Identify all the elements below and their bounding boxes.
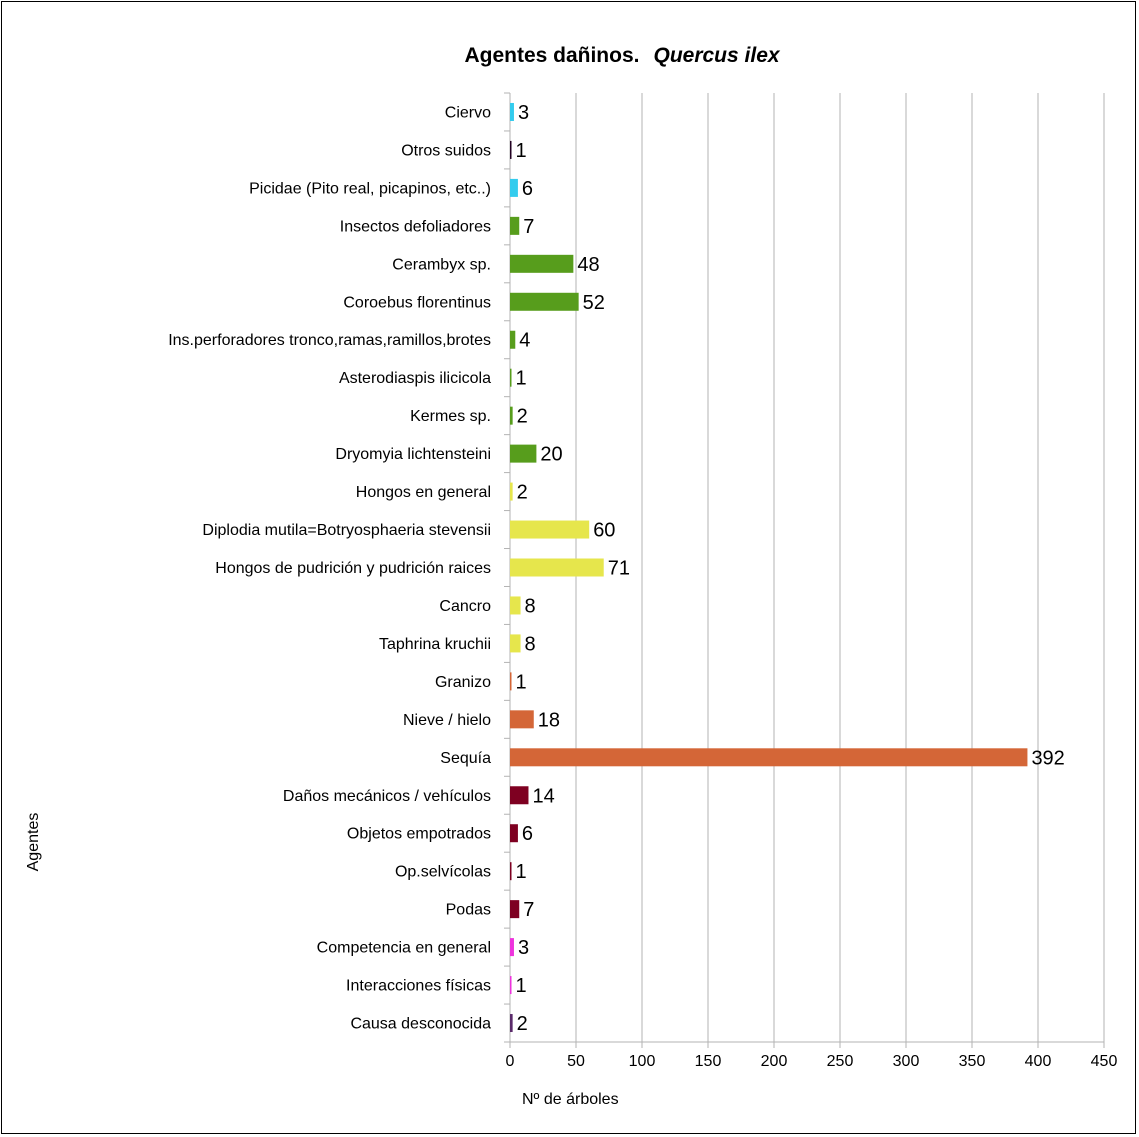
category-label: Cancro xyxy=(439,598,491,615)
chart-title-species: Quercus ilex xyxy=(653,44,780,67)
category-label: Granizo xyxy=(435,674,491,691)
data-label: 2 xyxy=(517,406,528,428)
bar xyxy=(510,406,513,425)
category-label: Objetos empotrados xyxy=(347,826,491,843)
category-label: Coroebus florentinus xyxy=(343,294,491,311)
category-label: Nieve / hielo xyxy=(403,712,491,729)
bar xyxy=(510,596,521,615)
x-tick-label: 100 xyxy=(629,1053,656,1070)
data-label: 14 xyxy=(532,785,554,807)
category-label: Op.selvícolas xyxy=(395,864,491,881)
bar xyxy=(510,710,534,729)
category-label: Diplodia mutila=Botryosphaeria stevensii xyxy=(202,522,491,539)
category-label: Cerambyx sp. xyxy=(392,256,491,273)
bar xyxy=(510,216,520,235)
data-label: 71 xyxy=(608,558,630,580)
data-label: 2 xyxy=(517,1013,528,1035)
bar xyxy=(510,748,1028,767)
data-label: 392 xyxy=(1031,747,1064,769)
data-label: 1 xyxy=(516,368,527,390)
bar xyxy=(510,330,516,349)
bar xyxy=(510,938,514,957)
data-label: 48 xyxy=(577,254,599,276)
x-tick-label: 450 xyxy=(1091,1053,1118,1070)
bar xyxy=(510,1014,513,1033)
bar xyxy=(510,444,537,463)
chart-title-main: Agentes dañinos. xyxy=(464,44,640,67)
category-label: Sequía xyxy=(440,750,491,767)
bar xyxy=(510,976,512,995)
category-label: Insectos defoliadores xyxy=(340,218,491,235)
data-label: 3 xyxy=(518,937,529,959)
bar xyxy=(510,178,518,197)
category-label: Daños mecánicos / vehículos xyxy=(283,788,491,805)
category-label: Dryomyia lichtensteini xyxy=(335,446,491,463)
x-tick-label: 50 xyxy=(567,1053,585,1070)
data-label: 8 xyxy=(525,595,536,617)
category-label: Causa desconocida xyxy=(350,1016,491,1033)
x-axis-label: Nº de árboles xyxy=(522,1091,619,1108)
bar xyxy=(510,140,512,159)
bar xyxy=(510,824,518,843)
data-label: 7 xyxy=(523,216,534,238)
bar xyxy=(510,672,512,691)
data-label: 60 xyxy=(593,520,615,542)
data-label: 1 xyxy=(516,671,527,693)
data-label: 6 xyxy=(522,823,533,845)
bar xyxy=(510,254,574,273)
bar xyxy=(510,558,604,577)
category-label: Kermes sp. xyxy=(410,408,491,425)
category-label: Otros suidos xyxy=(401,142,491,159)
bar xyxy=(510,292,579,311)
bar xyxy=(510,862,512,881)
data-label: 1 xyxy=(516,975,527,997)
bar xyxy=(510,520,590,539)
data-label: 52 xyxy=(583,292,605,314)
category-label: Ciervo xyxy=(445,104,491,121)
x-tick-label: 350 xyxy=(959,1053,986,1070)
data-label: 4 xyxy=(519,330,530,352)
x-tick-label: 150 xyxy=(695,1053,722,1070)
data-label: 20 xyxy=(540,444,562,466)
x-tick-label: 400 xyxy=(1025,1053,1052,1070)
category-label: Hongos en general xyxy=(356,484,491,501)
category-label: Ins.perforadores tronco,ramas,ramillos,b… xyxy=(168,332,491,349)
category-label: Podas xyxy=(446,902,491,919)
x-tick-label: 0 xyxy=(506,1053,515,1070)
category-label: Taphrina kruchii xyxy=(379,636,491,653)
bar xyxy=(510,786,529,805)
bar xyxy=(510,634,521,653)
x-tick-label: 300 xyxy=(893,1053,920,1070)
data-label: 1 xyxy=(516,861,527,883)
chart-title: Agentes dañinos. Quercus ilex xyxy=(0,44,1139,68)
bar xyxy=(510,900,520,919)
x-tick-label: 200 xyxy=(761,1053,788,1070)
data-label: 8 xyxy=(525,633,536,655)
bar xyxy=(510,368,512,387)
category-label: Picidae (Pito real, picapinos, etc..) xyxy=(249,180,491,197)
data-label: 3 xyxy=(518,102,529,124)
category-label: Competencia en general xyxy=(317,940,491,957)
data-label: 2 xyxy=(517,482,528,504)
x-tick-label: 250 xyxy=(827,1053,854,1070)
data-label: 6 xyxy=(522,178,533,200)
data-label: 7 xyxy=(523,899,534,921)
category-label: Hongos de pudrición y pudrición raices xyxy=(215,560,491,577)
category-label: Asterodiaspis ilicicola xyxy=(339,370,491,387)
bar xyxy=(510,102,514,121)
data-label: 1 xyxy=(516,140,527,162)
bar xyxy=(510,482,513,501)
data-label: 18 xyxy=(538,709,560,731)
category-label: Interacciones físicas xyxy=(346,978,491,995)
